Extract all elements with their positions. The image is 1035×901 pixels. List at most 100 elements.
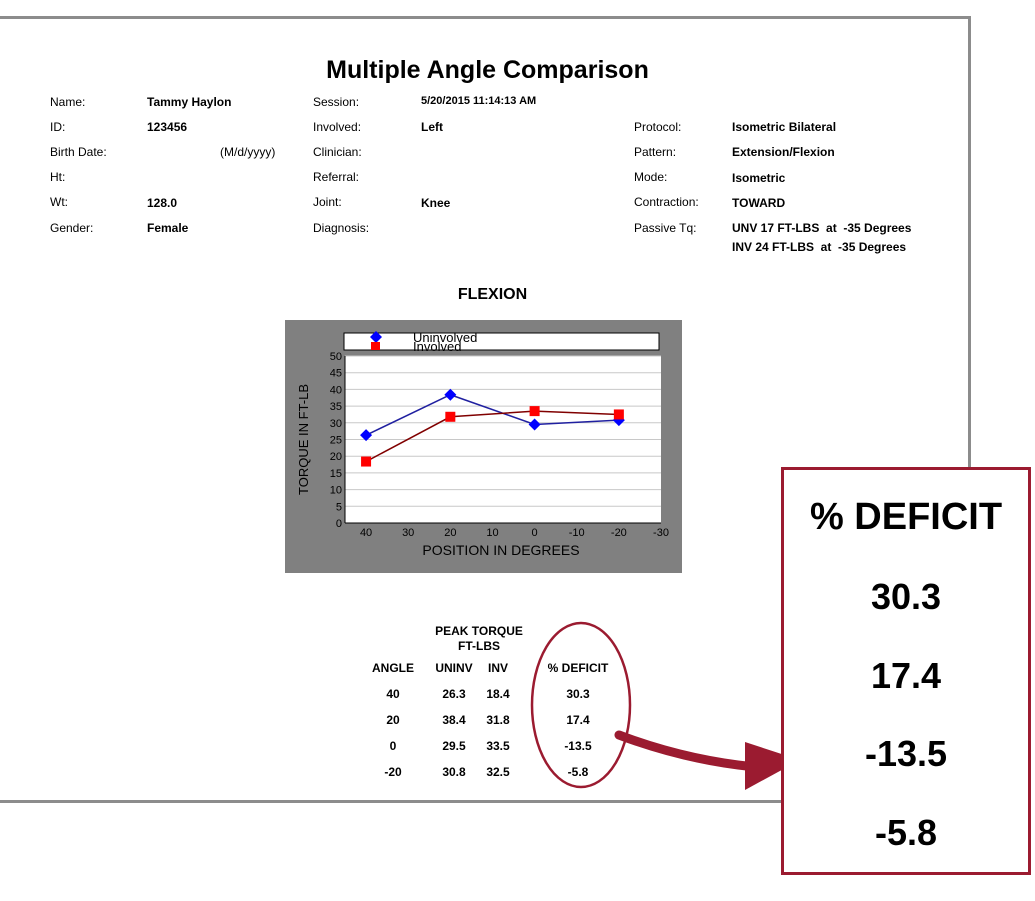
series-line <box>365 393 619 436</box>
callout-title: % DEFICIT <box>809 496 1003 538</box>
birth-date-label: Birth Date: <box>50 145 107 159</box>
table-cell: 29.5 <box>442 739 466 753</box>
callout-arrow <box>614 730 800 790</box>
callout-value: 30.3 <box>870 576 942 617</box>
session-value: 5/20/2015 11:14:13 AM <box>421 95 537 107</box>
table-column-header: UNINV <box>435 661 473 675</box>
gender-value: Female <box>147 221 189 235</box>
table-cell: 31.8 <box>486 713 510 727</box>
mode-label: Mode: <box>634 170 668 184</box>
table-cell: 20 <box>386 713 400 727</box>
x-tick-label: -30 <box>653 527 669 539</box>
data-point <box>360 429 373 442</box>
y-tick-label: 0 <box>336 518 342 530</box>
y-tick-label: 50 <box>330 351 342 363</box>
table-column-header: % DEFICIT <box>547 661 609 675</box>
clinician-label: Clinician: <box>313 145 362 159</box>
height-label: Ht: <box>50 170 66 184</box>
x-tick-label: 40 <box>360 527 372 539</box>
deficit-highlight-oval <box>530 621 632 789</box>
table-cell: 32.5 <box>486 765 510 779</box>
weight-value: 128.0 <box>147 196 178 210</box>
passive-tq-uninvolved: UNV 17 FT-LBS at -35 Degrees <box>732 221 912 235</box>
table-column-header: INV <box>487 661 508 675</box>
callout-value: 17.4 <box>870 655 942 696</box>
joint-label: Joint: <box>313 195 342 209</box>
x-tick-label: 0 <box>532 527 538 539</box>
report-title: Multiple Angle Comparison <box>326 56 649 84</box>
table-cell: 38.4 <box>442 713 466 727</box>
table-cell: -13.5 <box>564 739 592 753</box>
legend-label: Uninvolved <box>413 330 477 345</box>
callout-value: -13.5 <box>864 733 948 774</box>
passive-tq-involved: INV 24 FT-LBS at -35 Degrees <box>732 240 907 254</box>
x-axis-label: POSITION IN DEGREES <box>422 542 579 558</box>
y-tick-label: 45 <box>330 368 342 380</box>
table-cell: 17.4 <box>566 713 590 727</box>
deficit-callout-box: % DEFICIT 30.3 17.4 -13.5 -5.8 <box>781 467 1031 875</box>
x-tick-label: 10 <box>486 527 498 539</box>
y-tick-label: 30 <box>330 418 342 430</box>
involved-label: Involved: <box>313 120 362 134</box>
y-tick-label: 15 <box>330 468 342 480</box>
y-axis-label: TORQUE IN FT-LB <box>296 384 311 495</box>
flexion-chart: Uninvolved Involved 50 45 40 35 30 25 20 15 10 5 0 40… <box>285 320 682 573</box>
data-point <box>613 409 624 420</box>
data-point <box>529 406 540 417</box>
gender-label: Gender: <box>50 221 94 235</box>
y-tick-label: 40 <box>330 384 342 396</box>
table-cell: -5.8 <box>567 765 589 779</box>
name-label: Name: <box>50 95 86 109</box>
x-tick-label: -20 <box>611 527 627 539</box>
table-cell: 0 <box>389 739 397 753</box>
table-cell: 33.5 <box>486 739 510 753</box>
table-cell: 30.8 <box>442 765 466 779</box>
pattern-value: Extension/Flexion <box>732 145 835 159</box>
table-cell: 26.3 <box>442 687 466 701</box>
mode-value: Isometric <box>732 171 786 185</box>
id-label: ID: <box>50 120 66 134</box>
table-cell: 30.3 <box>566 687 590 701</box>
legend-box <box>343 332 660 351</box>
x-tick-label: -10 <box>569 527 585 539</box>
pattern-label: Pattern: <box>634 145 677 159</box>
legend-label: Involved <box>413 339 461 354</box>
x-tick-label: 30 <box>402 527 414 539</box>
y-tick-label: 10 <box>330 485 342 497</box>
involved-value: Left <box>421 120 443 134</box>
y-tick-label: 5 <box>336 501 342 513</box>
protocol-value: Isometric Bilateral <box>732 120 837 134</box>
callout-value: -5.8 <box>874 812 938 853</box>
chart-svg: UninvolvedInvolved5045403530252015105040… <box>296 330 669 558</box>
referral-label: Referral: <box>313 170 360 184</box>
birth-date-format: (M/d/yyyy) <box>220 145 276 159</box>
diagnosis-label: Diagnosis: <box>313 221 370 235</box>
id-value: 123456 <box>147 120 188 134</box>
name-value: Tammy Haylon <box>147 95 232 109</box>
joint-value: Knee <box>421 196 451 210</box>
data-point <box>444 388 457 401</box>
table-header-units: FT-LBS <box>458 639 500 653</box>
data-point <box>445 411 456 422</box>
legend-marker <box>370 331 382 343</box>
table-column-header: ANGLE <box>372 661 414 675</box>
contraction-value: TOWARD <box>732 196 786 210</box>
data-point <box>361 456 372 467</box>
protocol-label: Protocol: <box>634 120 682 134</box>
weight-label: Wt: <box>50 195 68 209</box>
y-tick-label: 20 <box>330 451 342 463</box>
y-tick-label: 25 <box>330 435 342 447</box>
table-header-peak-torque: PEAK TORQUE <box>435 624 523 638</box>
session-label: Session: <box>313 95 360 109</box>
table-cell: 40 <box>386 687 400 701</box>
legend-marker <box>371 342 380 350</box>
table-cell: 18.4 <box>486 687 510 701</box>
chart-title: FLEXION <box>457 286 528 303</box>
series-line <box>365 410 619 463</box>
x-tick-label: 20 <box>444 527 456 539</box>
y-tick-label: 35 <box>330 401 342 413</box>
passive-tq-label: Passive Tq: <box>634 221 697 235</box>
data-point <box>528 418 541 431</box>
table-cell: -20 <box>384 765 402 779</box>
contraction-label: Contraction: <box>634 195 699 209</box>
